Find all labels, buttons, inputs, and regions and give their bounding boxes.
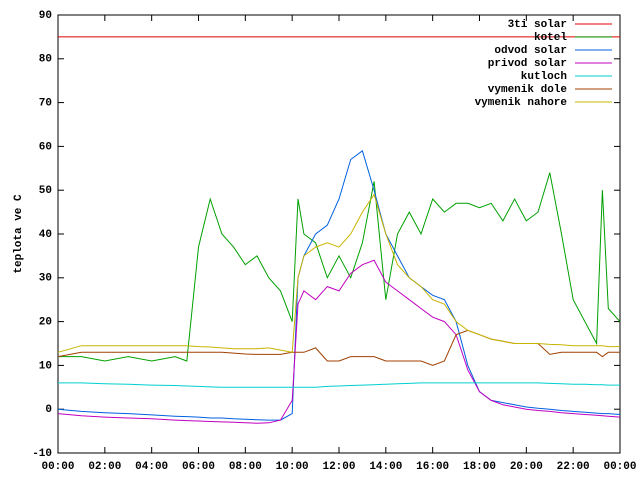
legend-label: privod solar xyxy=(488,58,567,70)
series-line xyxy=(57,259,621,424)
x-tick-label: 00:00 xyxy=(41,461,74,473)
y-tick-label: -10 xyxy=(32,448,52,460)
y-tick-label: 40 xyxy=(39,229,52,241)
y-tick-label: 80 xyxy=(39,54,52,66)
y-tick-label: 60 xyxy=(39,141,52,153)
legend-label: kutloch xyxy=(521,71,567,83)
x-tick-label: 18:00 xyxy=(463,461,496,473)
legend-label: kotel xyxy=(534,32,567,44)
series-line xyxy=(57,149,621,421)
y-tick-label: 0 xyxy=(45,404,52,416)
x-tick-label: 04:00 xyxy=(135,461,168,473)
x-tick-label: 06:00 xyxy=(182,461,215,473)
x-tick-label: 16:00 xyxy=(416,461,449,473)
y-tick-label: 70 xyxy=(39,98,52,110)
series-line xyxy=(58,382,620,388)
legend-label: 3ti solar xyxy=(508,19,567,31)
legend-label: odvod solar xyxy=(494,45,567,57)
x-tick-label: 08:00 xyxy=(229,461,262,473)
y-tick-label: 50 xyxy=(39,185,52,197)
legend-label: vymenik nahore xyxy=(475,97,568,109)
x-tick-label: 02:00 xyxy=(88,461,121,473)
x-tick-label: 20:00 xyxy=(510,461,543,473)
y-tick-label: 10 xyxy=(39,360,52,372)
series-line xyxy=(58,172,621,362)
series-line xyxy=(57,193,620,353)
series-line xyxy=(57,329,620,366)
y-axis-label: teplota ve C xyxy=(13,194,25,274)
x-tick-label: 10:00 xyxy=(276,461,309,473)
x-tick-label: 00:00 xyxy=(603,461,636,473)
y-tick-label: 30 xyxy=(39,273,52,285)
y-tick-label: 90 xyxy=(39,10,52,22)
x-tick-label: 22:00 xyxy=(557,461,590,473)
legend-label: vymenik dole xyxy=(488,84,568,96)
y-tick-label: 20 xyxy=(39,317,52,329)
x-tick-label: 12:00 xyxy=(322,461,355,473)
x-tick-label: 14:00 xyxy=(369,461,402,473)
